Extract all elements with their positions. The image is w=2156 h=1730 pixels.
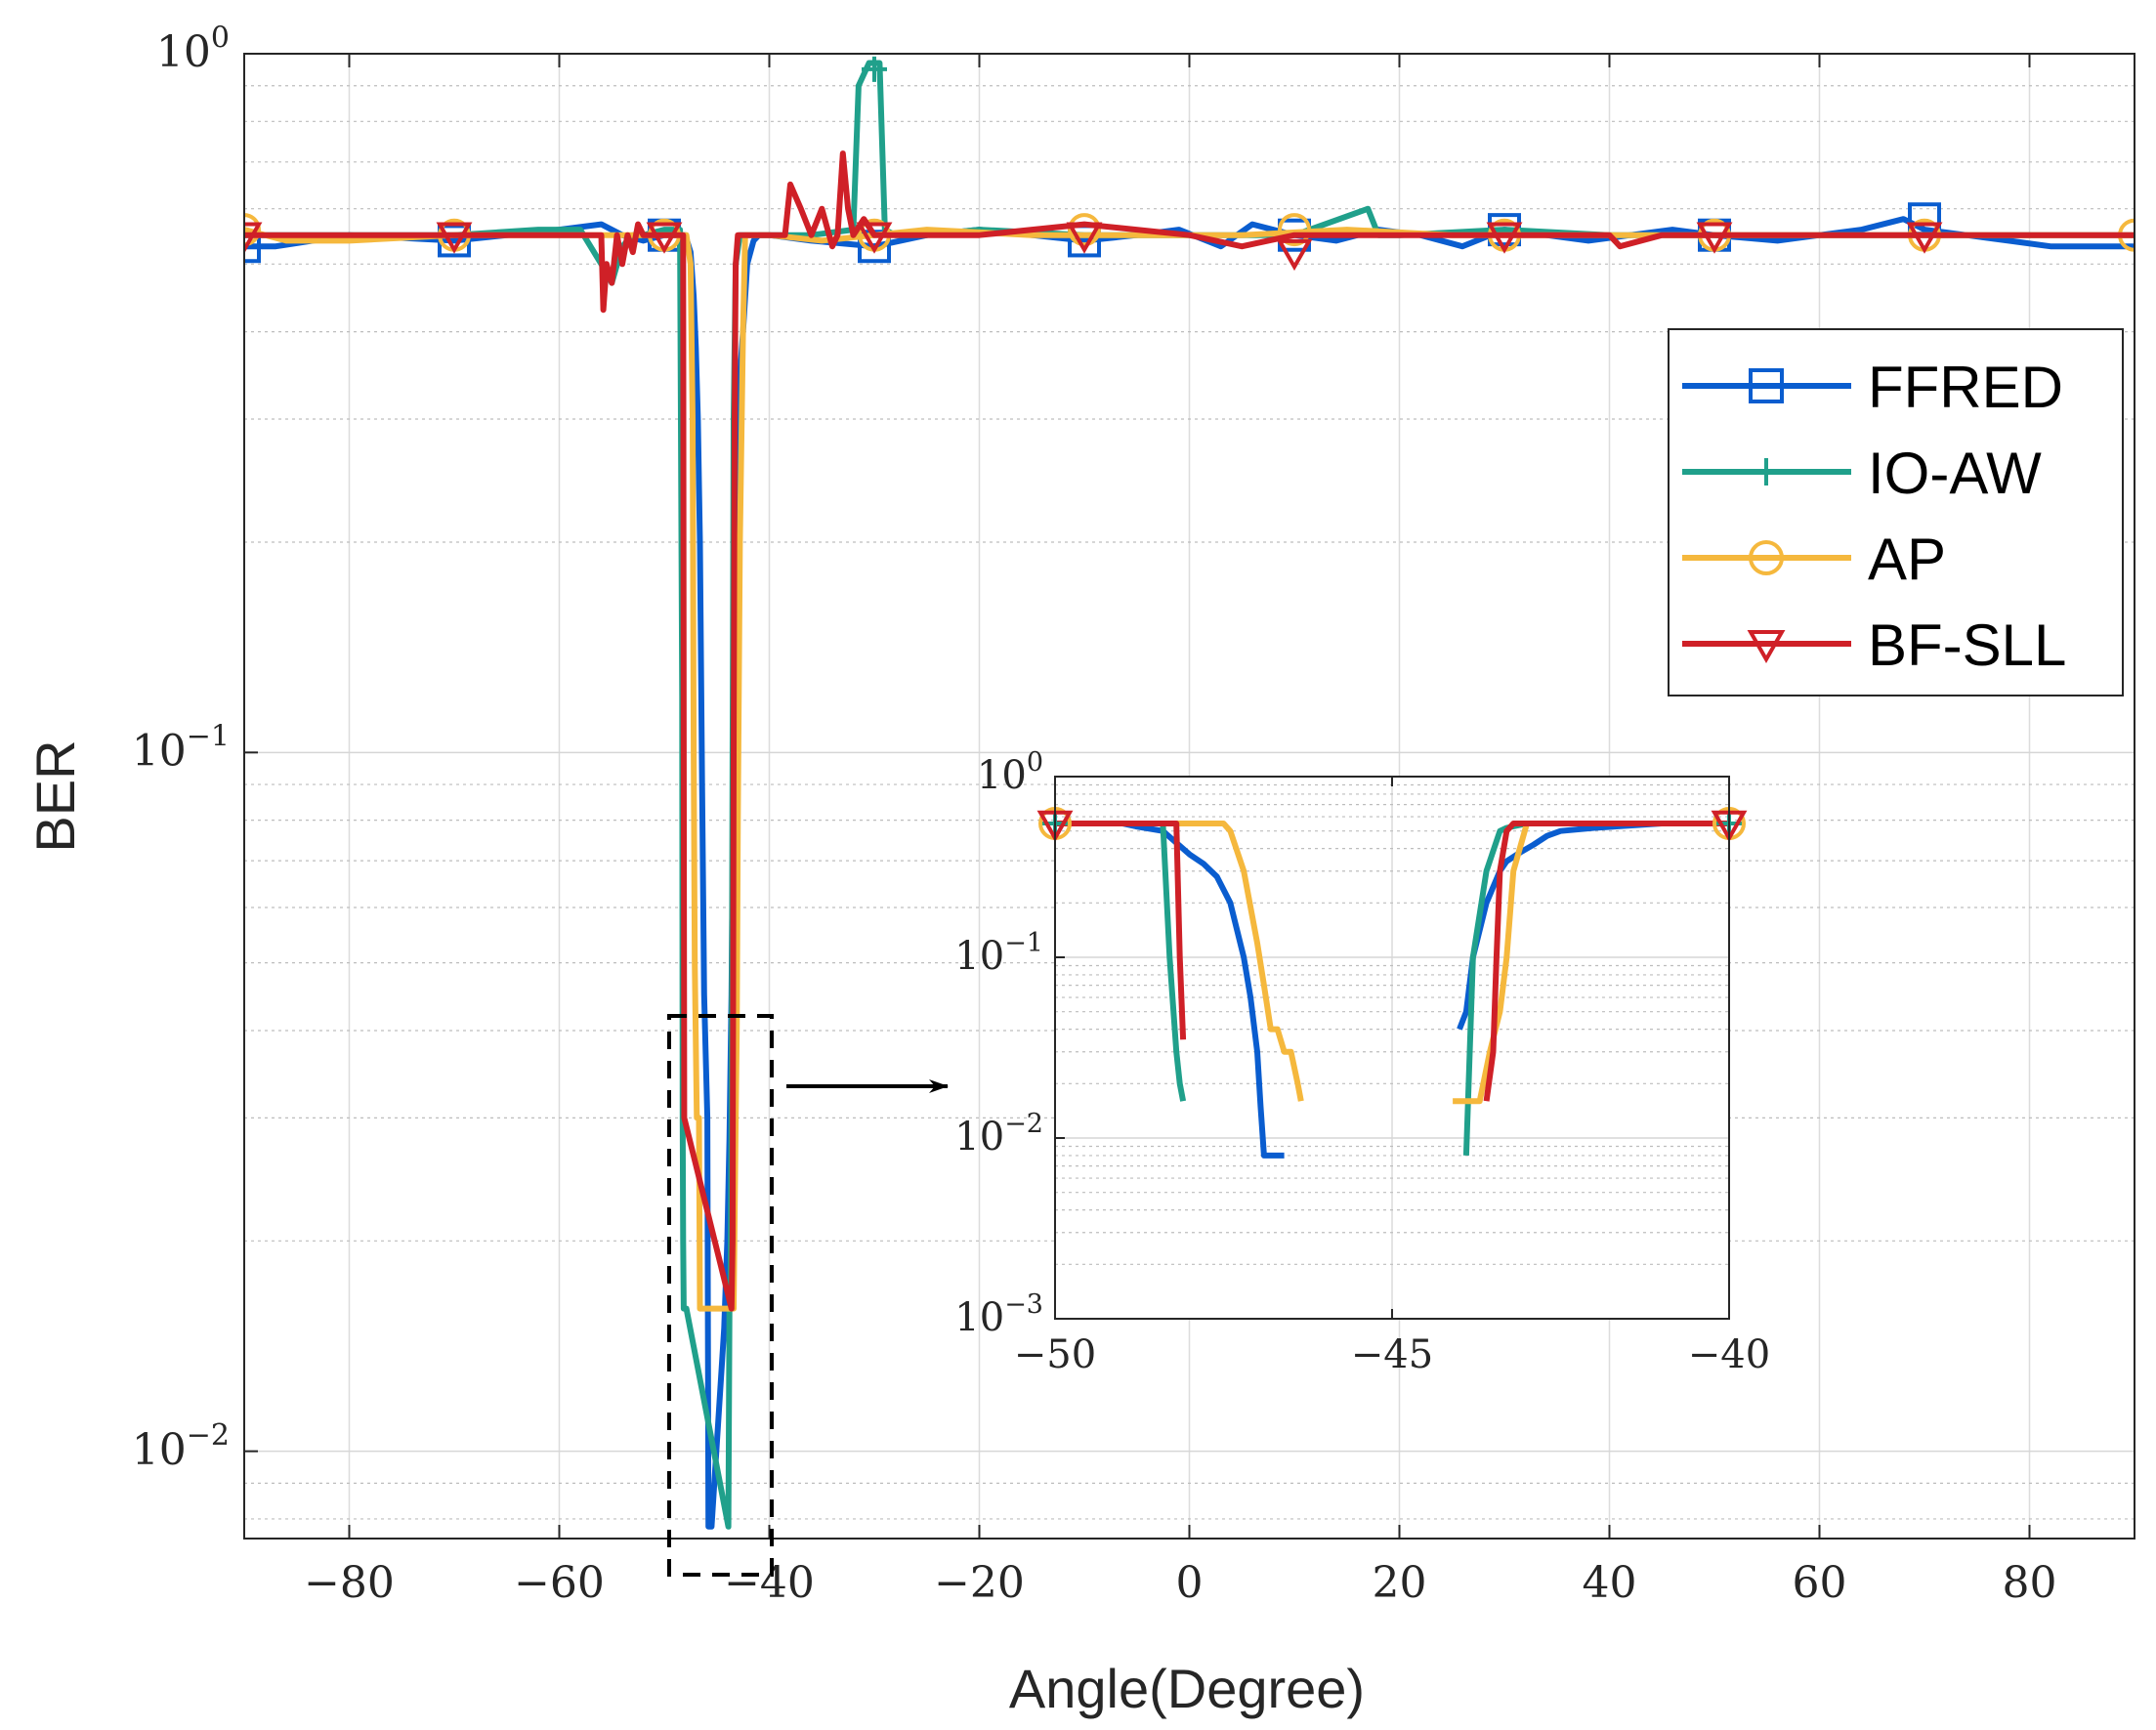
legend-marker-io-aw: [1753, 458, 1780, 485]
series-marker-bf-sll: [1696, 222, 1733, 254]
inset-y-tick-label: 10−1: [954, 928, 1043, 979]
zoom-region-box: [667, 1014, 774, 1577]
inset-y-tick-label: 10−2: [954, 1109, 1043, 1160]
x-tick-label: −40: [724, 1558, 815, 1608]
series-marker-ffred: [244, 230, 261, 264]
series-marker-ap: [1068, 213, 1101, 247]
x-axis-label: Angle(Degree): [1009, 1658, 1365, 1719]
series-marker-bf-sll: [856, 222, 893, 254]
series-line-bf-sll: [244, 150, 2135, 1312]
inset-series-group: [1055, 821, 1729, 1159]
main-ticks: −80 −60 −40 −20 0 20 40 60 80 100 10−1 10−2: [132, 21, 2057, 1608]
series-marker-bf-sll: [1066, 222, 1103, 254]
legend-marker-ffred: [1749, 368, 1784, 403]
series-marker-bf-sll: [646, 222, 683, 254]
series-marker-ap: [244, 213, 261, 247]
x-tick-label: 20: [1373, 1558, 1427, 1608]
legend-box: [1668, 328, 2124, 696]
series-marker-io-aw: [862, 56, 887, 82]
y-tick-label: 10−1: [132, 720, 230, 777]
legend-label-io-aw: IO-AW: [1868, 441, 2042, 506]
x-tick-label: −80: [304, 1558, 395, 1608]
legend: FFRED IO-AW AP BF-SLL: [1668, 328, 2124, 696]
legend-marker-bf-sll: [1747, 630, 1786, 664]
inset-x-tick-label: −40: [1688, 1332, 1770, 1377]
series-marker-bf-sll: [1486, 222, 1523, 254]
y-axis-label: BER: [24, 739, 86, 852]
legend-label-bf-sll: BF-SLL: [1868, 612, 2066, 678]
x-tick-label: 80: [2003, 1558, 2057, 1608]
inset-ticks: −50 −45 −40 100 10−1 10−2 10−3: [954, 747, 1770, 1377]
series-marker-bf-sll: [244, 222, 263, 254]
main-series-group: [244, 56, 2135, 1530]
y-tick-label: 100: [156, 21, 230, 77]
legend-label-ffred: FFRED: [1868, 355, 2063, 420]
inset-x-tick-label: −50: [1014, 1332, 1096, 1377]
legend-label-ap: AP: [1868, 527, 1946, 592]
inset-y-tick-label: 100: [977, 747, 1043, 798]
x-tick-label: 40: [1583, 1558, 1637, 1608]
x-tick-label: 60: [1793, 1558, 1847, 1608]
x-tick-label: 0: [1176, 1558, 1204, 1608]
series-marker-bf-sll: [1276, 238, 1313, 272]
series-marker-ap: [1278, 213, 1311, 247]
legend-marker-ap: [1749, 540, 1784, 575]
series-marker-bf-sll: [436, 222, 473, 254]
inset-y-tick-label: 10−3: [954, 1289, 1043, 1340]
x-tick-label: −60: [514, 1558, 605, 1608]
inset-series-line-bf-sll: [1055, 821, 1729, 1102]
y-tick-label: 10−2: [132, 1418, 230, 1475]
inset-x-tick-label: −45: [1351, 1332, 1433, 1377]
x-tick-label: −20: [934, 1558, 1025, 1608]
series-marker-bf-sll: [1906, 222, 1943, 254]
